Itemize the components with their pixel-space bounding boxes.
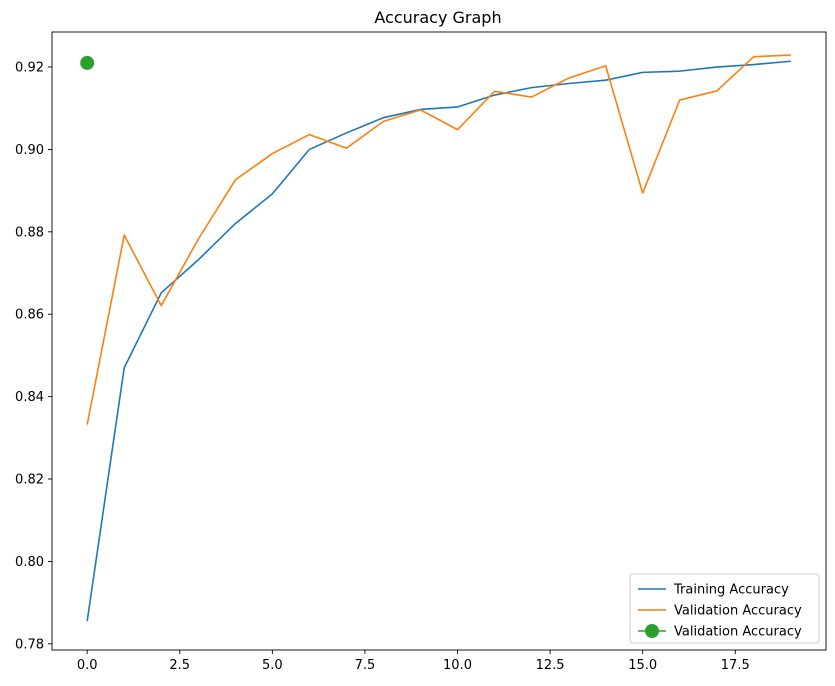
legend-label: Training Accuracy	[673, 583, 789, 598]
y-tick-label: 0.80	[15, 555, 44, 570]
y-tick-label: 0.78	[15, 637, 44, 652]
x-tick-label: 17.5	[721, 658, 750, 673]
y-tick-label: 0.88	[15, 225, 44, 240]
plot-area: 0.0 2.5 5.0 7.5 10.0 12.5 15.0 17.5 0.78 0.80 0.82…	[15, 31, 827, 673]
x-tick-label: 10.0	[443, 658, 472, 673]
x-tick-label: 2.5	[169, 658, 190, 673]
x-tick-label: 15.0	[628, 658, 657, 673]
legend-label: Validation Accuracy	[674, 604, 802, 619]
chart-title: Accuracy Graph	[374, 8, 501, 27]
x-tick-label: 5.0	[262, 658, 283, 673]
legend	[629, 573, 820, 644]
y-tick-label: 0.82	[15, 473, 44, 488]
x-tick-label: 0.0	[77, 658, 98, 673]
y-tick-label: 0.90	[15, 143, 44, 158]
x-tick-label: 12.5	[536, 658, 565, 673]
series-0-line	[86, 60, 791, 622]
legend-label: Validation Accuracy	[674, 625, 802, 640]
axes-frame	[51, 31, 827, 651]
y-tick-label: 0.86	[15, 308, 44, 323]
legend-marker	[645, 624, 659, 638]
x-tick-label: 7.5	[355, 658, 376, 673]
y-tick-label: 0.84	[15, 390, 44, 405]
y-tick-label: 0.92	[15, 61, 44, 76]
series-2-marker	[80, 55, 95, 70]
series-1-line	[86, 54, 791, 425]
